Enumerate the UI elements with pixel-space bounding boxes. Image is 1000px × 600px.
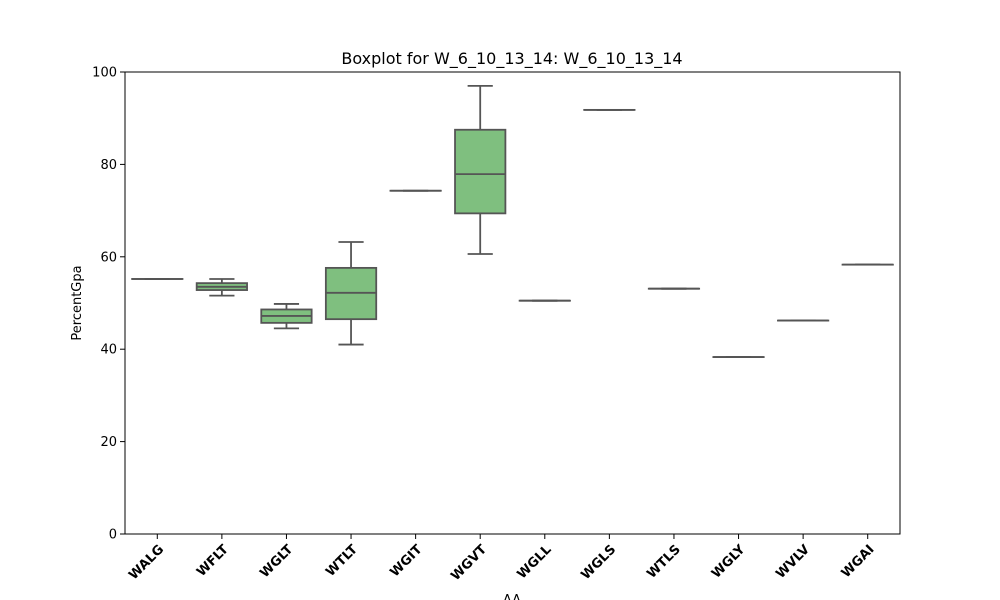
- y-tick-label: 40: [100, 343, 117, 358]
- x-tick-label: WGLL: [515, 542, 555, 582]
- x-tick-label: WALG: [126, 542, 167, 583]
- x-tick-label: WTLT: [323, 542, 361, 580]
- boxes-group: [131, 84, 894, 358]
- iqr-box: [454, 128, 507, 215]
- x-tick-label: WGLS: [578, 542, 619, 583]
- box-wtlt: [324, 241, 378, 346]
- x-tick-label: WVLV: [773, 542, 813, 582]
- y-axis: 0 20 40 60 80 100: [92, 66, 125, 543]
- box-wgvt: [454, 84, 507, 255]
- plot-frame: [124, 71, 901, 535]
- x-tick-label: WGIT: [387, 542, 425, 580]
- x-tick-label: WGVT: [448, 542, 490, 584]
- x-axis-label: AA: [503, 593, 521, 600]
- x-tick-label: WGLT: [257, 542, 296, 581]
- x-tick-label: WGAI: [839, 542, 878, 581]
- box-wflt: [195, 278, 248, 297]
- y-tick-label: 0: [109, 528, 117, 543]
- x-tick-label: WGLY: [709, 542, 749, 582]
- x-tick-label: WTLS: [644, 542, 683, 581]
- y-axis-label: PercentGpa: [70, 265, 85, 340]
- x-axis: WALG WFLT WGLT WTLT WGIT WGVT WGLL WGLS WTLS WGLY…: [126, 534, 878, 584]
- x-tick-label: WFLT: [194, 542, 232, 580]
- y-tick-label: 60: [100, 250, 117, 265]
- y-tick-label: 100: [92, 66, 117, 81]
- y-tick-label: 80: [100, 158, 117, 173]
- box-wglt: [260, 303, 313, 330]
- chart-title: Boxplot for W_6_10_13_14: W_6_10_13_14: [341, 49, 682, 69]
- y-tick-label: 20: [100, 435, 117, 450]
